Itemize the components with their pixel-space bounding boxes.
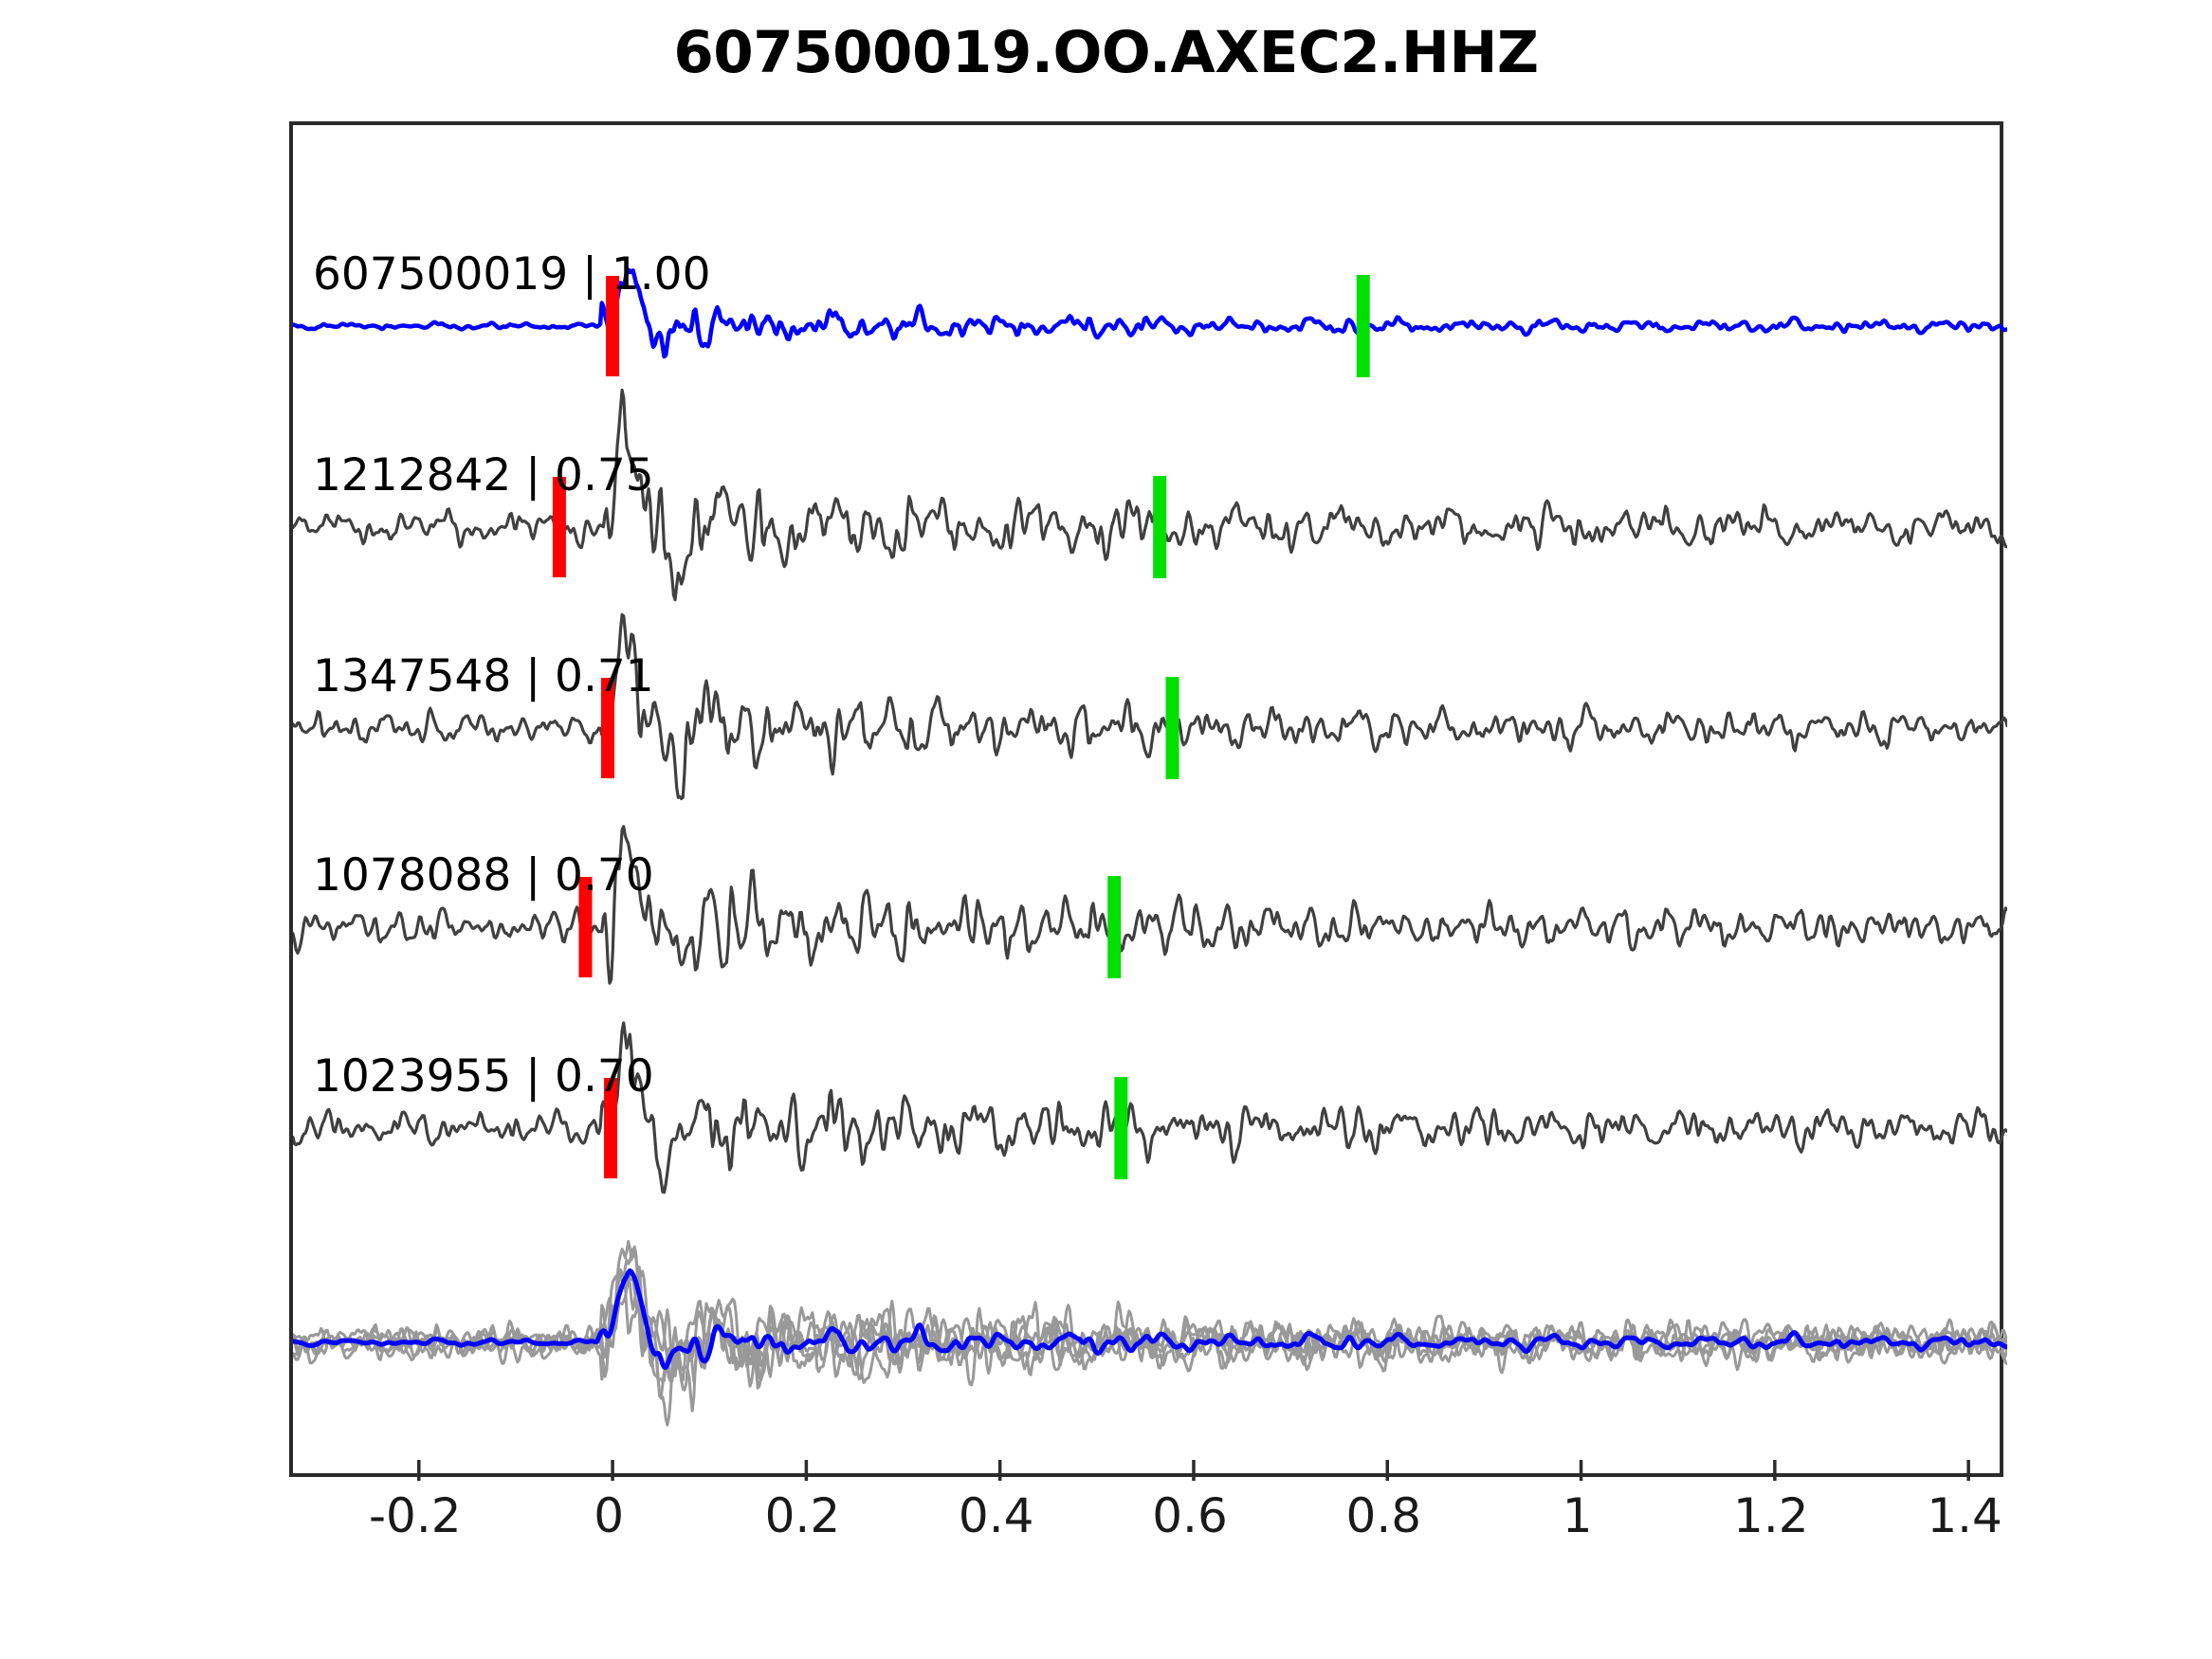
p-pick-marker-607500019[interactable] [606, 276, 620, 376]
stack-mean-trace [293, 1267, 2007, 1370]
waveform-trace-1347548 [293, 612, 2007, 801]
stack-overlay-trace-3 [293, 1240, 2007, 1384]
trace-label-1347548: 1347548 | 0.71 [313, 650, 654, 702]
x-tick-label-8: 1.4 [1927, 1488, 2002, 1543]
p-pick-marker-1023955[interactable] [604, 1078, 618, 1178]
s-pick-marker-1078088[interactable] [1107, 876, 1122, 978]
s-pick-marker-1212842[interactable] [1153, 476, 1167, 578]
x-tick-label-5: 0.8 [1345, 1488, 1422, 1543]
x-axis-tick-labels: -0.2 0 0.2 0.4 0.6 0.8 1 1.2 1.4 [289, 1488, 2003, 1574]
page-title: 607500019.OO.AXEC2.HHZ [673, 19, 1539, 86]
waveform-trace-607500019 [293, 267, 2007, 359]
x-tick-label-2: 0.2 [764, 1488, 841, 1543]
p-pick-marker-1212842[interactable] [552, 477, 566, 577]
waveform-trace-1023955 [293, 1021, 2007, 1194]
s-pick-marker-1347548[interactable] [1165, 677, 1179, 779]
waveform-canvas [293, 267, 2007, 1481]
x-tick-label-0: -0.2 [369, 1488, 462, 1543]
trace-label-1078088: 1078088 | 0.70 [313, 849, 654, 902]
waveform-trace-1212842 [293, 388, 2007, 602]
s-pick-marker-1023955[interactable] [1114, 1077, 1128, 1179]
x-tick-label-3: 0.4 [958, 1488, 1034, 1543]
x-tick-label-6: 1 [1562, 1488, 1593, 1543]
x-tick-label-4: 0.6 [1152, 1488, 1228, 1543]
trace-label-607500019: 607500019 | 1.00 [313, 248, 711, 301]
waveform-trace-1078088 [293, 825, 2007, 985]
p-pick-marker-1078088[interactable] [578, 877, 593, 977]
plot-frame [289, 121, 2007, 1481]
trace-label-1023955: 1023955 | 0.70 [313, 1050, 654, 1103]
x-tick-label-1: 0 [594, 1488, 624, 1543]
p-pick-marker-1347548[interactable] [600, 678, 614, 778]
stack-overlay-trace-1 [293, 1267, 2007, 1392]
trace-label-1212842: 1212842 | 0.75 [313, 449, 654, 501]
s-pick-marker-607500019[interactable] [1356, 275, 1370, 377]
x-tick-label-7: 1.2 [1733, 1488, 1809, 1543]
